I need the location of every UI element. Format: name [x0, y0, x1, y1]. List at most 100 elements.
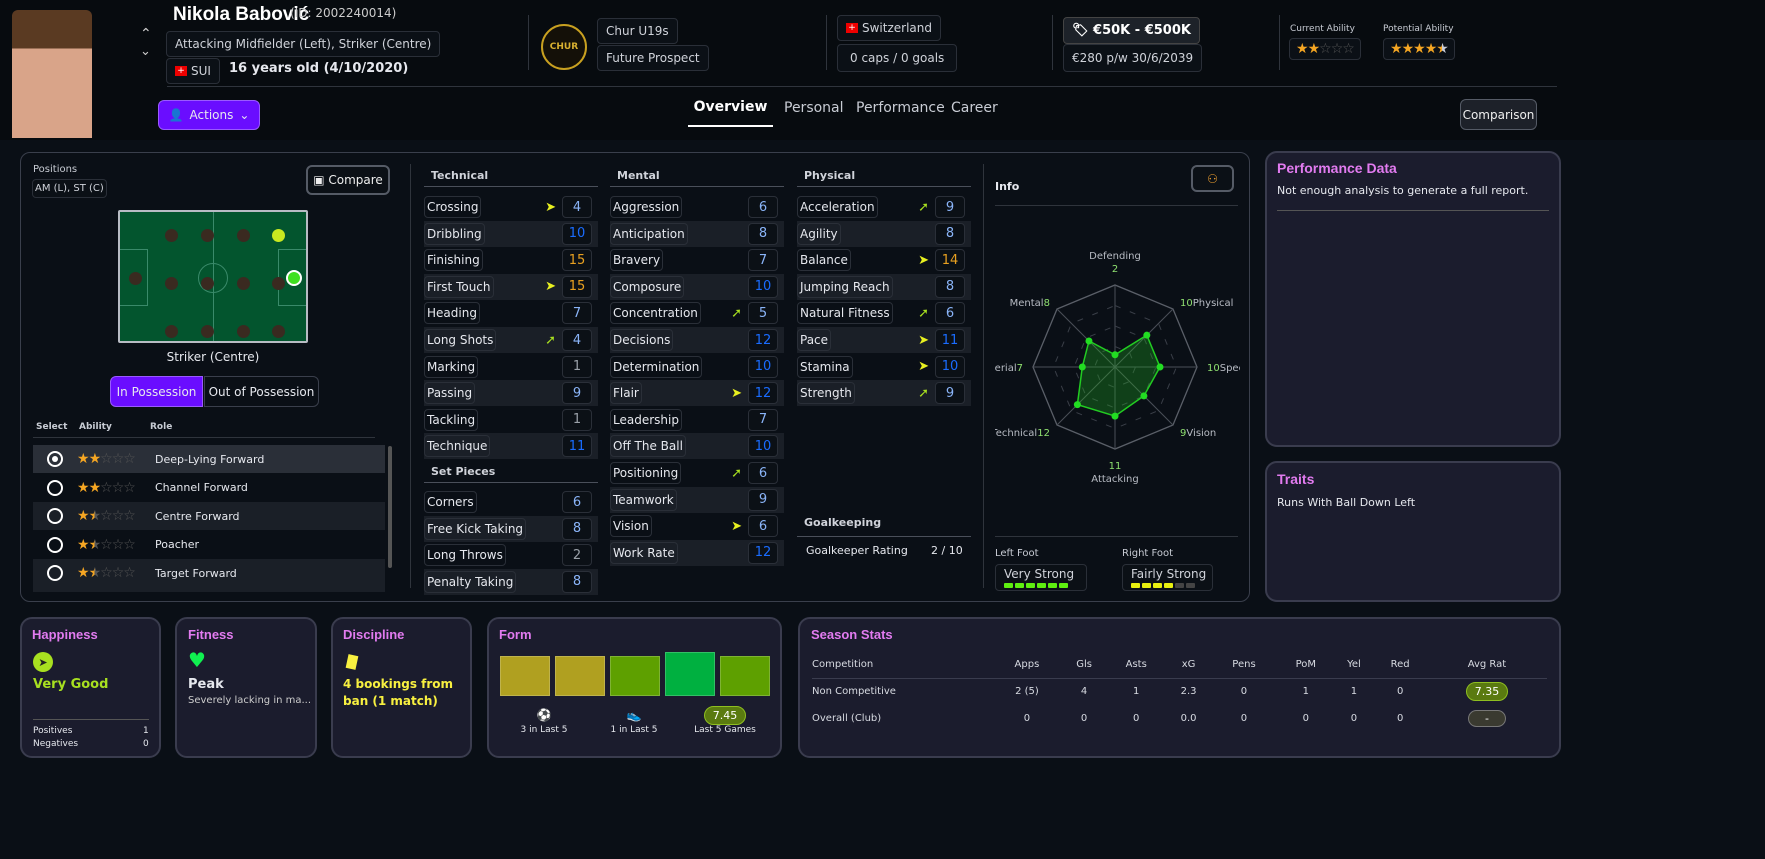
position-am-left-marker[interactable] — [272, 229, 285, 242]
attribute-row[interactable]: Corners 6 — [424, 489, 598, 515]
role-row[interactable]: ★★☆☆☆ Target Forward — [33, 559, 385, 587]
left-foot-rating: Very Strong — [995, 564, 1087, 591]
discipline-card — [331, 617, 472, 758]
club-chip[interactable]: Chur U19s — [597, 18, 678, 44]
value-chip: 🏷 €50K - €500K — [1063, 17, 1200, 44]
attribute-row[interactable]: Strength ➚ 9 — [797, 380, 971, 407]
actions-label: Actions — [189, 108, 234, 122]
tab-personal[interactable]: Personal — [784, 100, 844, 116]
attribute-row[interactable]: Acceleration ➚ 9 — [797, 194, 971, 220]
attribute-row[interactable]: Stamina ➤ 10 — [797, 354, 971, 380]
attribute-row[interactable]: Teamwork 9 — [610, 486, 784, 513]
table-row[interactable]: Non Competitive 2 (5) 4 1 2.3 0 1 1 0 7.35 — [812, 678, 1547, 705]
attribute-name: Off The Ball — [610, 435, 686, 458]
attribute-row[interactable]: Crossing ➤ 4 — [424, 194, 598, 220]
role-radio[interactable] — [47, 536, 63, 553]
attribute-row[interactable]: Passing 9 — [424, 380, 598, 407]
attribute-row[interactable]: Pace ➤ 11 — [797, 327, 971, 353]
position-st-centre-marker[interactable] — [286, 270, 302, 286]
radar-axis — [1056, 308, 1116, 368]
attribute-row[interactable]: Marking 1 — [424, 354, 598, 380]
form-match-bar[interactable] — [555, 656, 605, 696]
attribute-row[interactable]: Positioning ➚ 6 — [610, 460, 784, 486]
player-name: Nikola Babović — [173, 4, 310, 25]
compare-button[interactable]: ▣ Compare — [306, 165, 390, 195]
tab-overview[interactable]: Overview — [688, 99, 773, 127]
attribute-row[interactable]: Off The Ball 10 — [610, 433, 784, 460]
attribute-row[interactable]: Work Rate 12 — [610, 539, 784, 566]
role-row[interactable]: ★★☆☆☆ Deep-Lying Forward — [33, 445, 385, 473]
form-match-bar[interactable] — [610, 656, 660, 696]
in-possession-toggle[interactable]: In Possession — [110, 376, 203, 407]
attribute-row[interactable]: Bravery 7 — [610, 247, 784, 273]
attribute-row[interactable]: Penalty Taking 8 — [424, 568, 598, 595]
attribute-row[interactable]: Finishing 15 — [424, 247, 598, 273]
current-ability-label: Current Ability — [1290, 24, 1355, 34]
right-foot-rating: Fairly Strong — [1122, 564, 1213, 591]
role-radio[interactable] — [47, 508, 63, 524]
nation-chip[interactable]: + Switzerland — [837, 15, 941, 41]
attribute-name: Work Rate — [610, 541, 678, 564]
club-badge-text: CHUR — [549, 42, 579, 52]
roles-scrollbar[interactable] — [388, 446, 392, 568]
attribute-row[interactable]: Anticipation 8 — [610, 220, 784, 247]
trend-up-icon: ➚ — [545, 332, 556, 348]
role-radio[interactable] — [47, 565, 63, 581]
form-match-bar[interactable] — [720, 656, 770, 696]
attribute-row[interactable]: Jumping Reach 8 — [797, 273, 971, 300]
attribute-row[interactable]: Concentration ➚ 5 — [610, 300, 784, 326]
out-of-possession-toggle[interactable]: Out of Possession — [204, 376, 319, 407]
analysis-button[interactable]: ⚇ — [1191, 165, 1234, 192]
current-ability-stars: ★★☆☆☆ — [1289, 38, 1361, 60]
tab-performance[interactable]: Performance — [856, 100, 945, 116]
attribute-row[interactable]: Free Kick Taking 8 — [424, 515, 598, 542]
attribute-row[interactable]: Leadership 7 — [610, 407, 784, 433]
previous-player-button[interactable]: ⌃ — [140, 26, 152, 42]
roles-hscroll[interactable] — [33, 587, 385, 592]
attribute-row[interactable]: Long Throws 2 — [424, 542, 598, 568]
attribute-value: 4 — [562, 329, 592, 351]
attribute-row[interactable]: Aggression 6 — [610, 194, 784, 220]
attribute-row[interactable]: Heading 7 — [424, 300, 598, 326]
attribute-row[interactable]: Tackling 1 — [424, 407, 598, 433]
attribute-row[interactable]: Balance ➤ 14 — [797, 247, 971, 273]
attribute-row[interactable]: Agility 8 — [797, 220, 971, 247]
attribute-name: Heading — [424, 302, 480, 325]
attribute-row[interactable]: Vision ➤ 6 — [610, 513, 784, 539]
tab-career[interactable]: Career — [951, 100, 998, 116]
next-player-button[interactable]: ⌄ — [140, 44, 151, 59]
table-row[interactable]: Overall (Club) 0 0 0 0.0 0 0 0 0 - — [812, 705, 1547, 732]
trend-up-icon: ➚ — [731, 465, 742, 481]
divider — [797, 186, 971, 187]
attribute-row[interactable]: Flair ➤ 12 — [610, 380, 784, 407]
attribute-row[interactable]: Dribbling 10 — [424, 220, 598, 247]
role-radio[interactable] — [47, 479, 63, 496]
attribute-row[interactable]: Composure 10 — [610, 273, 784, 300]
comparison-button[interactable]: Comparison — [1460, 99, 1537, 130]
column-header: xG — [1181, 658, 1196, 670]
attribute-name: Dribbling — [424, 222, 485, 245]
table-cell: 1 — [1302, 686, 1309, 698]
attribute-row[interactable]: Natural Fitness ➚ 6 — [797, 300, 971, 326]
column-header: Apps — [1014, 658, 1040, 670]
table-cell: Overall (Club) — [812, 713, 882, 724]
form-match-bar[interactable] — [665, 652, 715, 696]
role-header: Role — [150, 422, 173, 432]
attribute-name: Strength — [797, 382, 855, 405]
attribute-row[interactable]: Determination 10 — [610, 354, 784, 380]
swiss-flag-icon: + — [175, 66, 187, 76]
role-row[interactable]: ★★☆☆☆ Centre Forward — [33, 502, 385, 530]
role-row[interactable]: ★★☆☆☆ Channel Forward — [33, 474, 385, 502]
attribute-value: 9 — [748, 488, 778, 511]
role-row[interactable]: ★★☆☆☆ Poacher — [33, 531, 385, 559]
divider — [995, 205, 1238, 206]
attribute-row[interactable]: Long Shots ➚ 4 — [424, 327, 598, 353]
attribute-row[interactable]: First Touch ➤ 15 — [424, 273, 598, 300]
table-cell: 0 — [1350, 713, 1358, 724]
form-match-bar[interactable] — [500, 656, 550, 696]
attribute-row[interactable]: Decisions 12 — [610, 327, 784, 353]
role-radio[interactable] — [47, 451, 63, 467]
actions-button[interactable]: 👤 Actions ⌄ — [158, 100, 260, 130]
attribute-name: First Touch — [424, 275, 494, 298]
attribute-row[interactable]: Technique 11 — [424, 433, 598, 460]
